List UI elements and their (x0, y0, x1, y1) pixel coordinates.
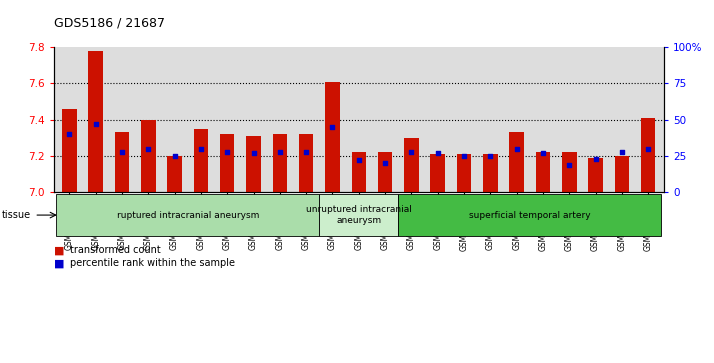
Point (643, 146, 654, 152)
Point (195, 146, 206, 152)
Point (458, 153, 470, 159)
Point (616, 149, 628, 155)
Bar (588, 158, 603, 192)
Bar (220, 134, 234, 192)
Bar (536, 152, 550, 192)
Bar (141, 120, 156, 192)
Bar (562, 152, 576, 192)
Point (537, 150, 548, 156)
Text: unruptured intracranial
aneurysm: unruptured intracranial aneurysm (306, 205, 412, 225)
Point (432, 150, 443, 156)
Point (511, 146, 523, 152)
Bar (326, 82, 340, 192)
Point (248, 150, 259, 156)
Bar (509, 132, 524, 192)
Bar (641, 118, 655, 192)
Bar (193, 129, 208, 192)
Bar (246, 136, 261, 192)
Bar (457, 154, 471, 192)
Bar (273, 134, 287, 192)
Bar (483, 154, 498, 192)
Bar (167, 156, 182, 192)
Bar (351, 152, 366, 192)
Point (406, 149, 417, 155)
Point (64, 131, 75, 137)
Point (274, 149, 286, 155)
Bar (89, 51, 103, 192)
Bar (378, 152, 392, 192)
Bar (615, 156, 629, 192)
Bar (62, 109, 76, 192)
Point (485, 153, 496, 159)
Bar (115, 132, 129, 192)
Point (221, 149, 233, 155)
Point (379, 160, 391, 166)
Point (563, 162, 575, 168)
Bar (431, 154, 445, 192)
Text: GDS5186 / 21687: GDS5186 / 21687 (54, 16, 164, 29)
Text: superficial temporal artery: superficial temporal artery (469, 211, 590, 220)
Text: ruptured intracranial aneurysm: ruptured intracranial aneurysm (116, 211, 259, 220)
Bar (299, 134, 313, 192)
Point (327, 124, 338, 130)
Text: tissue: tissue (2, 210, 31, 220)
Text: transformed count: transformed count (70, 245, 161, 256)
Point (90, 121, 101, 127)
Point (143, 146, 154, 152)
Point (590, 156, 601, 162)
Text: percentile rank within the sample: percentile rank within the sample (70, 258, 235, 268)
Point (116, 149, 128, 155)
Bar (404, 138, 418, 192)
Text: ■: ■ (54, 258, 64, 268)
Point (169, 153, 181, 159)
Point (301, 149, 312, 155)
Text: ■: ■ (54, 245, 64, 256)
Point (353, 158, 365, 163)
